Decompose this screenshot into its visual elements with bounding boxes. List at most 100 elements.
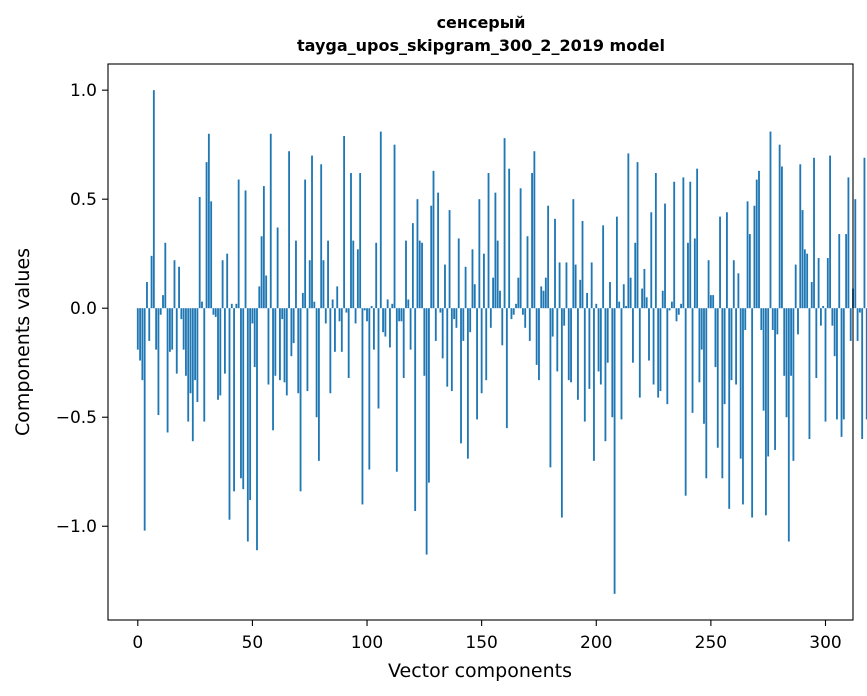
bar bbox=[684, 308, 687, 496]
bar bbox=[781, 166, 783, 309]
bar bbox=[609, 282, 611, 309]
bar bbox=[645, 297, 648, 309]
bar bbox=[803, 249, 806, 309]
bar bbox=[632, 308, 634, 363]
bar bbox=[861, 308, 864, 440]
bar bbox=[528, 308, 531, 341]
bar bbox=[826, 258, 829, 309]
bar bbox=[849, 308, 852, 341]
bar bbox=[256, 308, 258, 551]
bar bbox=[207, 133, 210, 309]
bar bbox=[544, 277, 547, 309]
bar bbox=[148, 308, 151, 341]
bar bbox=[301, 292, 304, 309]
x-tick-label: 50 bbox=[242, 633, 264, 653]
bar bbox=[774, 308, 776, 450]
bar bbox=[657, 308, 660, 398]
bar bbox=[203, 308, 206, 422]
bar bbox=[808, 308, 811, 440]
bar bbox=[221, 260, 224, 309]
y-tick-label: 0.0 bbox=[70, 299, 97, 319]
bar bbox=[629, 277, 632, 309]
bar bbox=[753, 205, 756, 309]
bar bbox=[164, 242, 167, 309]
bar bbox=[822, 306, 825, 309]
bar bbox=[558, 262, 561, 309]
bar bbox=[602, 225, 605, 309]
bar bbox=[168, 308, 171, 352]
bar bbox=[375, 242, 378, 309]
bar bbox=[336, 286, 339, 309]
bar bbox=[643, 268, 646, 309]
bar bbox=[590, 262, 593, 309]
bar bbox=[395, 308, 398, 472]
y-tick-label: 1.0 bbox=[70, 81, 97, 101]
bar bbox=[338, 308, 341, 322]
bar bbox=[258, 286, 261, 309]
bar bbox=[712, 295, 715, 309]
bar bbox=[693, 238, 696, 309]
bar bbox=[586, 292, 589, 309]
bar bbox=[311, 155, 313, 309]
bar bbox=[249, 308, 252, 501]
bar bbox=[233, 308, 235, 492]
bar bbox=[675, 308, 678, 322]
bar bbox=[742, 308, 744, 505]
bar bbox=[606, 308, 609, 363]
x-tick-label: 300 bbox=[809, 633, 841, 653]
bar bbox=[214, 308, 217, 317]
bar bbox=[735, 308, 738, 385]
bar bbox=[469, 308, 472, 333]
bar bbox=[308, 260, 311, 309]
bar bbox=[739, 308, 742, 459]
bar bbox=[182, 308, 185, 350]
bar bbox=[384, 308, 387, 337]
bar bbox=[327, 240, 329, 309]
bar bbox=[845, 234, 848, 309]
bar bbox=[819, 308, 822, 326]
bar bbox=[588, 308, 591, 389]
bar bbox=[560, 308, 563, 518]
bar bbox=[260, 236, 263, 309]
bar bbox=[636, 162, 639, 309]
bar-series bbox=[136, 90, 867, 594]
bar bbox=[276, 227, 279, 309]
bar bbox=[801, 210, 804, 309]
bar bbox=[519, 188, 522, 309]
bar bbox=[155, 308, 158, 350]
chart-title: сенсерый bbox=[437, 13, 526, 32]
bar bbox=[492, 277, 495, 309]
bar bbox=[143, 308, 146, 531]
bar bbox=[485, 308, 488, 381]
bar bbox=[251, 308, 254, 324]
bar bbox=[836, 308, 838, 420]
bar bbox=[244, 190, 247, 309]
bar bbox=[659, 308, 662, 392]
bar bbox=[581, 220, 584, 309]
bar bbox=[764, 308, 767, 516]
bar bbox=[618, 301, 621, 309]
bar bbox=[473, 284, 476, 309]
bar bbox=[611, 308, 614, 418]
x-tick-label: 100 bbox=[351, 633, 383, 653]
bar bbox=[489, 308, 492, 328]
bar bbox=[409, 308, 412, 350]
bar bbox=[691, 308, 694, 413]
bar bbox=[547, 205, 550, 309]
bar bbox=[673, 181, 676, 309]
bar bbox=[398, 308, 401, 322]
bar bbox=[324, 308, 327, 324]
bar bbox=[313, 301, 316, 309]
bar bbox=[139, 308, 142, 361]
bar bbox=[744, 308, 747, 330]
bar bbox=[292, 308, 295, 344]
bar bbox=[297, 308, 300, 394]
bar bbox=[356, 249, 359, 309]
bar bbox=[542, 290, 545, 309]
bar bbox=[455, 308, 458, 328]
bar bbox=[462, 308, 465, 341]
bar bbox=[368, 308, 371, 470]
bar bbox=[457, 238, 460, 309]
bar bbox=[762, 308, 765, 411]
bar bbox=[563, 308, 566, 326]
